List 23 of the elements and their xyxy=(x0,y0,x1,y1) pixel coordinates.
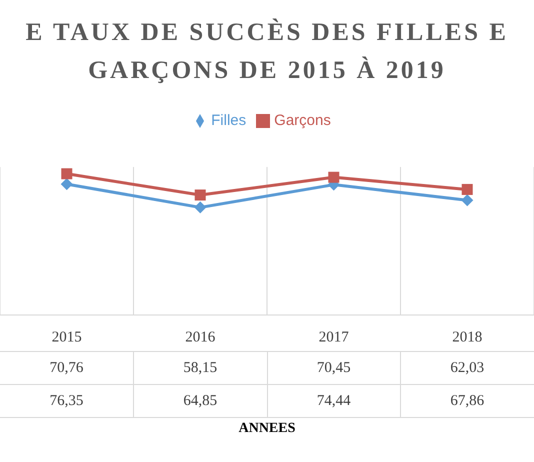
chart-title: E TAUX DE SUCCÈS DES FILLES E GARÇONS DE 2015 À 2019 xyxy=(24,18,510,86)
legend-label: Garçons xyxy=(274,112,331,129)
data-label: 62,03 xyxy=(400,352,534,384)
point xyxy=(60,178,73,190)
data-label: 70,76 xyxy=(0,352,134,384)
data-label: 76,35 xyxy=(0,384,134,418)
data-label: 58,15 xyxy=(134,352,267,384)
data-label: 70,45 xyxy=(267,352,400,384)
data-label: 64,85 xyxy=(134,384,267,418)
point xyxy=(462,184,473,195)
x-tick-label: 2015 xyxy=(52,330,82,346)
data-label: 67,86 xyxy=(400,384,534,418)
text: ANNEES xyxy=(238,421,296,437)
point xyxy=(194,201,206,214)
point xyxy=(328,172,340,183)
x-tick-label: 2017 xyxy=(318,330,350,346)
x-tick-label: 2018 xyxy=(452,330,482,346)
legend-label: Filles xyxy=(211,112,246,129)
point xyxy=(461,194,474,206)
point xyxy=(61,168,72,180)
data-label: 74,44 xyxy=(267,384,400,418)
x-tick-label: 2016 xyxy=(185,330,216,346)
point xyxy=(194,190,206,201)
